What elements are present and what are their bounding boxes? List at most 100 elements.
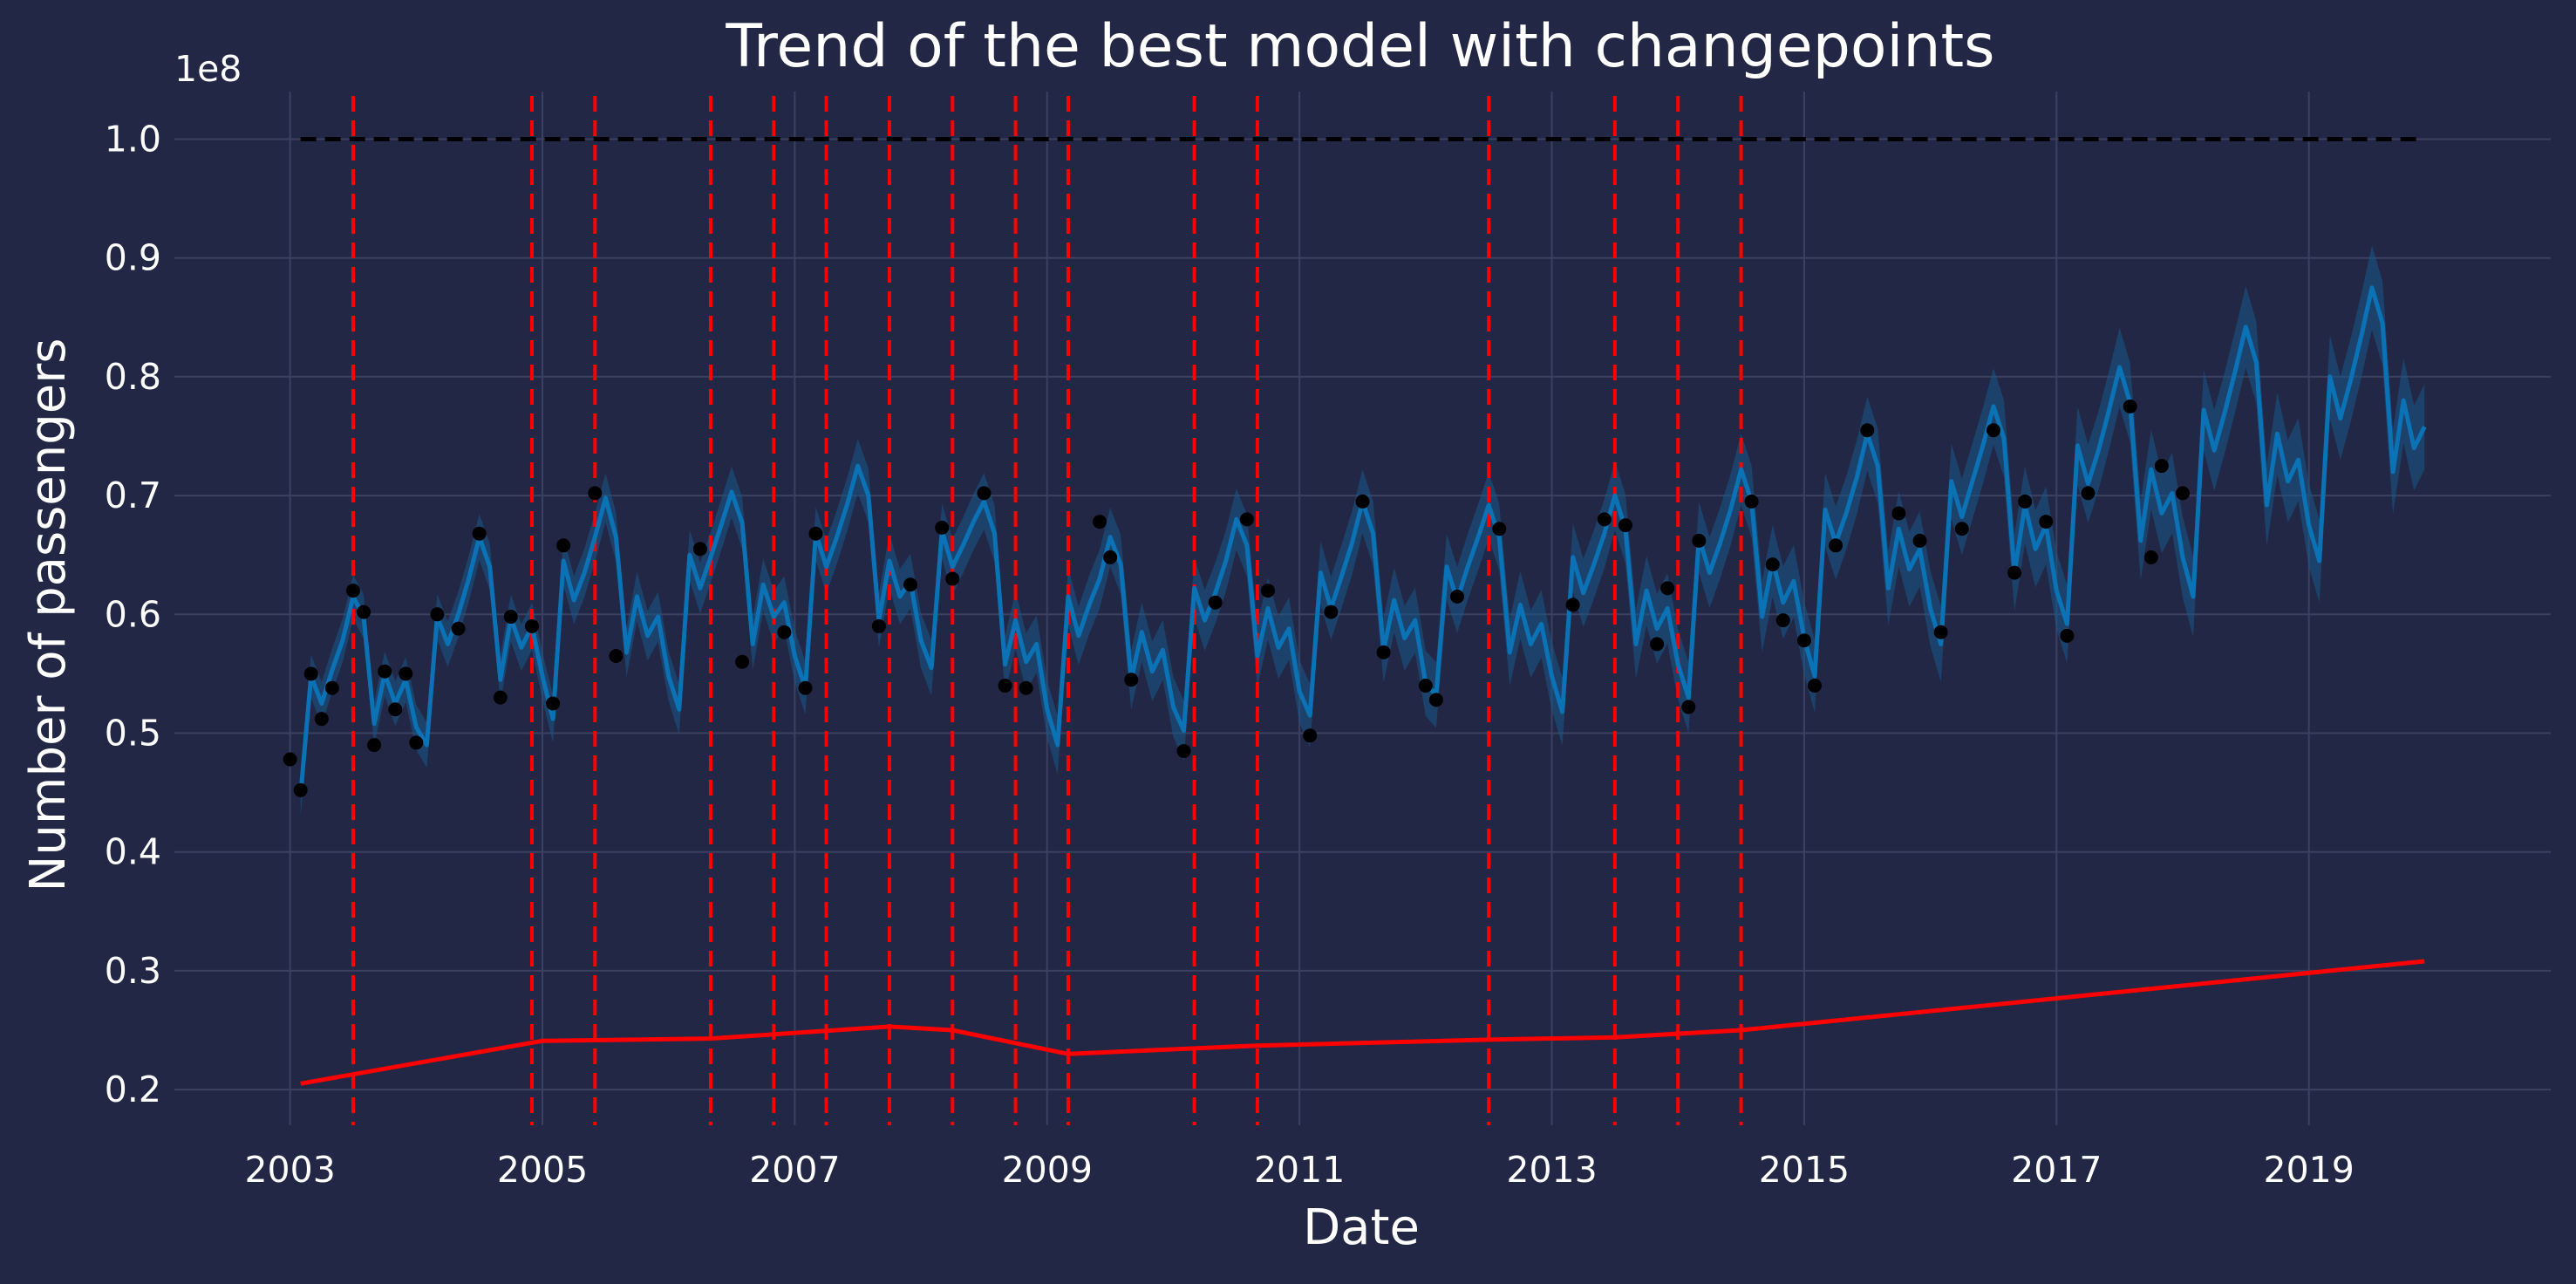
observed-point bbox=[546, 696, 561, 711]
observed-point bbox=[1492, 522, 1507, 536]
observed-point bbox=[1019, 680, 1033, 695]
x-tick-label: 2019 bbox=[2264, 1149, 2355, 1191]
observed-point bbox=[1829, 538, 1843, 553]
observed-point bbox=[2007, 565, 2022, 580]
observed-point bbox=[283, 752, 297, 767]
observed-point bbox=[1093, 515, 1107, 529]
observed-point bbox=[945, 571, 960, 586]
observed-point bbox=[2123, 399, 2137, 413]
y-offset-text: 1e8 bbox=[174, 48, 242, 90]
observed-point bbox=[1986, 423, 2000, 438]
x-tick-label: 2011 bbox=[1254, 1149, 1345, 1191]
observed-point bbox=[1103, 550, 1118, 564]
observed-point bbox=[1692, 533, 1707, 548]
observed-point bbox=[977, 486, 992, 501]
y-axis-title: Number of passengers bbox=[20, 338, 77, 892]
y-tick-label: 0.6 bbox=[105, 593, 161, 635]
observed-point bbox=[692, 542, 707, 557]
chart-title: Trend of the best model with changepoint… bbox=[725, 12, 1994, 81]
trend-layer bbox=[300, 959, 2425, 1086]
x-tick-label: 2013 bbox=[1506, 1149, 1597, 1191]
observed-point bbox=[1618, 518, 1632, 533]
observed-point bbox=[1597, 512, 1612, 527]
observed-point bbox=[871, 618, 886, 633]
observed-point bbox=[1933, 625, 1948, 639]
observed-point bbox=[1796, 633, 1811, 648]
x-tick-label: 2009 bbox=[1002, 1149, 1093, 1191]
observed-point bbox=[1954, 522, 1969, 536]
observed-point bbox=[777, 625, 792, 639]
observed-point bbox=[503, 610, 518, 625]
observed-point bbox=[357, 604, 371, 619]
observed-point bbox=[388, 702, 403, 717]
y-tick-label: 0.8 bbox=[105, 356, 161, 398]
observed-point bbox=[1239, 512, 1254, 527]
observed-point bbox=[2154, 459, 2169, 474]
observed-point bbox=[998, 679, 1012, 693]
observed-point bbox=[1744, 494, 1759, 509]
observed-point bbox=[1428, 693, 1443, 707]
observed-point bbox=[903, 577, 918, 592]
observed-point bbox=[2018, 494, 2033, 509]
observed-point bbox=[493, 690, 508, 705]
observed-point bbox=[367, 738, 382, 753]
changepoint-lines bbox=[351, 96, 1743, 1125]
observed-point bbox=[2175, 486, 2190, 501]
observed-point bbox=[303, 666, 318, 681]
observed-point bbox=[451, 621, 466, 636]
y-tick-label: 0.9 bbox=[105, 237, 161, 279]
observed-point bbox=[935, 520, 950, 535]
observed-point bbox=[1807, 679, 1822, 693]
observed-point bbox=[1418, 679, 1433, 693]
observed-point bbox=[399, 666, 413, 681]
observed-point bbox=[1324, 604, 1339, 619]
y-tick-label: 0.3 bbox=[105, 950, 161, 992]
observed-point bbox=[2039, 515, 2054, 529]
interval-band bbox=[300, 245, 2425, 816]
observed-point bbox=[1450, 589, 1465, 604]
observed-point bbox=[1376, 645, 1391, 659]
observed-point bbox=[472, 526, 487, 541]
y-tick-label: 0.7 bbox=[105, 475, 161, 516]
observed-point bbox=[378, 664, 392, 679]
observed-point bbox=[1775, 613, 1790, 628]
observed-point bbox=[324, 680, 339, 695]
observed-point bbox=[1650, 637, 1665, 652]
x-tick-label: 2017 bbox=[2011, 1149, 2102, 1191]
observed-point bbox=[798, 680, 813, 695]
observed-point bbox=[609, 648, 624, 663]
observed-point bbox=[345, 584, 360, 598]
observed-point bbox=[430, 607, 445, 622]
uncertainty-interval bbox=[300, 245, 2425, 816]
y-tick-label: 0.2 bbox=[105, 1069, 161, 1110]
y-tick-label: 0.4 bbox=[105, 831, 161, 873]
x-tick-label: 2003 bbox=[244, 1149, 335, 1191]
observed-point bbox=[1765, 557, 1780, 572]
x-tick-labels: 2003 2005 2007 2009 2011 2013 2015 2017 2019 bbox=[244, 1149, 2354, 1191]
observed-point bbox=[1208, 595, 1223, 610]
observed-point bbox=[1260, 584, 1275, 598]
observed-point bbox=[1176, 743, 1191, 758]
x-axis-title: Date bbox=[1303, 1199, 1420, 1256]
observed-point bbox=[735, 654, 750, 669]
observed-point bbox=[1660, 581, 1675, 596]
observed-point bbox=[409, 735, 424, 750]
observed-point bbox=[1355, 494, 1370, 509]
observed-point bbox=[293, 782, 308, 797]
observed-point bbox=[588, 486, 603, 501]
observed-point bbox=[314, 712, 329, 727]
observed-point bbox=[2081, 486, 2096, 501]
observed-point bbox=[1912, 533, 1927, 548]
observed-point bbox=[2060, 628, 2075, 643]
observed-point bbox=[1565, 598, 1580, 612]
observed-point bbox=[524, 618, 539, 633]
x-tick-label: 2005 bbox=[497, 1149, 588, 1191]
observed-point bbox=[2143, 550, 2158, 564]
observed-point bbox=[1891, 506, 1906, 521]
x-tick-label: 2007 bbox=[749, 1149, 840, 1191]
observed-point bbox=[1860, 423, 1875, 438]
observed-points bbox=[283, 399, 2190, 797]
y-tick-labels: 0.2 0.3 0.4 0.5 0.6 0.7 0.8 0.9 1.0 bbox=[105, 118, 161, 1110]
observed-point bbox=[1124, 673, 1139, 687]
